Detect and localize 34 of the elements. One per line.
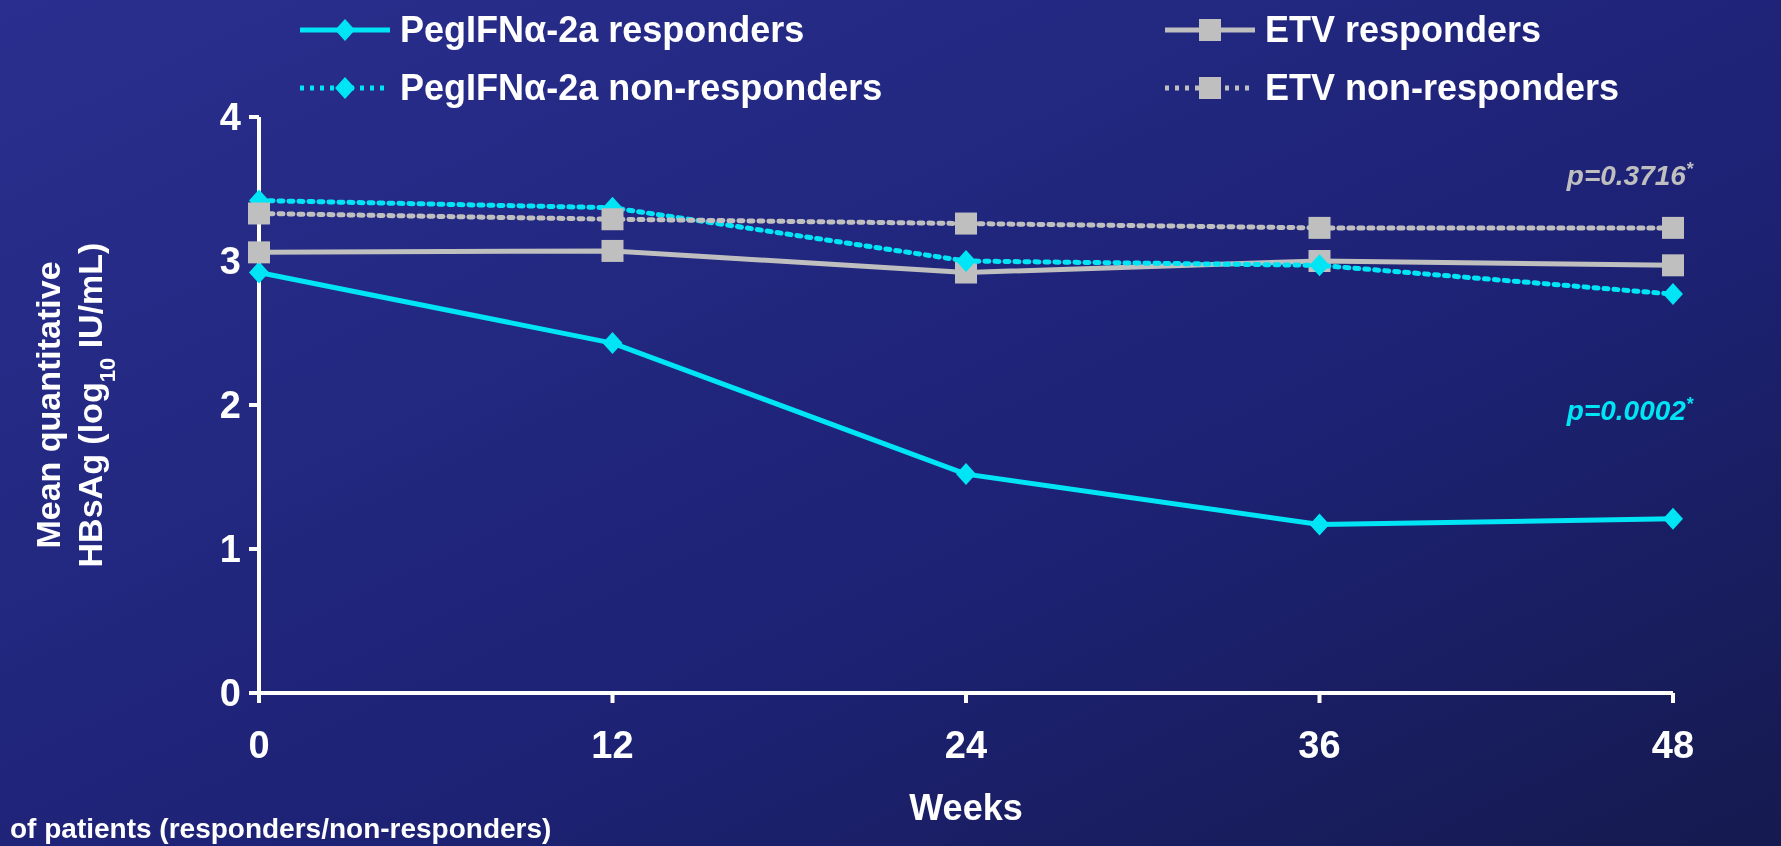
y-tick-label: 1 [219, 528, 241, 570]
point [1308, 216, 1331, 239]
y-tick-label: 2 [219, 384, 241, 426]
point [1309, 254, 1330, 277]
x-axis-title: Weeks [909, 787, 1023, 828]
legend-label: ETV non-responders [1265, 67, 1620, 108]
annotation: p=0.3716$^{*}$ [1565, 159, 1694, 191]
point [1662, 216, 1684, 239]
point [601, 208, 624, 231]
x-tick-label: 36 [1298, 724, 1341, 766]
point [1662, 254, 1684, 277]
legend-label: ETV responders [1265, 9, 1542, 50]
x-tick-label: 12 [591, 724, 634, 766]
x-tick-label: 24 [944, 724, 988, 766]
point [956, 250, 976, 272]
legend-label: PegIFNα-2a responders [400, 9, 805, 50]
point [956, 463, 976, 486]
y-tick-label: 4 [219, 96, 241, 138]
point [602, 332, 623, 355]
point [955, 212, 977, 235]
point [248, 241, 270, 264]
point [248, 202, 270, 225]
y-tick-label: 3 [219, 240, 241, 282]
point [601, 239, 624, 262]
legend-label: PegIFNα-2a non-responders [400, 67, 883, 108]
point [1309, 513, 1330, 536]
point [249, 261, 269, 284]
y-tick-label: 0 [219, 672, 241, 714]
x-tick-label: 48 [1651, 724, 1695, 766]
annotation: p=0.0002$^{*}$ [1565, 394, 1694, 426]
point [1663, 507, 1683, 530]
text: of patients (responders/non-responders) [10, 813, 552, 844]
point [1663, 283, 1683, 306]
x-tick-label: 0 [248, 724, 270, 766]
